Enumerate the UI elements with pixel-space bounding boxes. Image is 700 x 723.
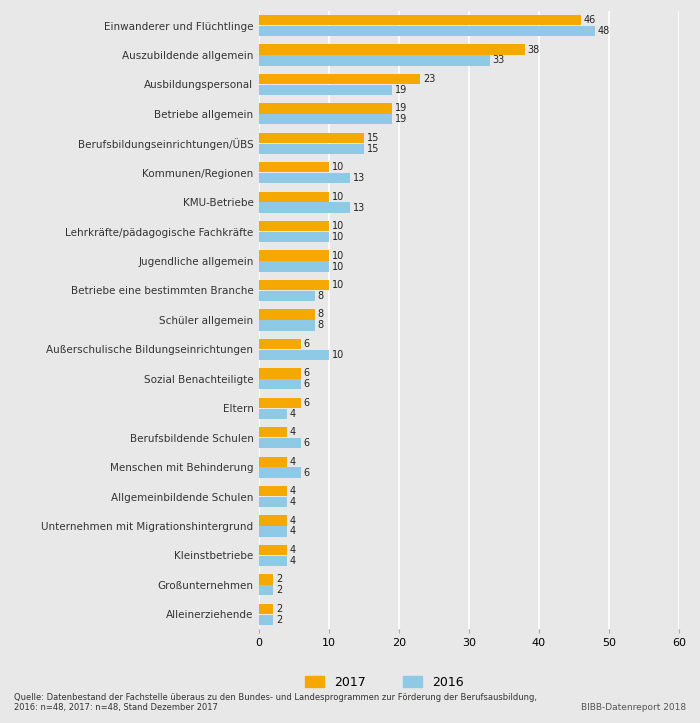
- Text: 6: 6: [304, 398, 310, 408]
- Bar: [259, 350, 329, 360]
- Bar: [259, 85, 392, 95]
- Bar: [259, 55, 490, 66]
- Text: 19: 19: [395, 114, 407, 124]
- Bar: [259, 467, 301, 478]
- Text: 46: 46: [584, 15, 596, 25]
- Bar: [259, 26, 595, 36]
- Bar: [259, 556, 287, 566]
- Text: 10: 10: [332, 162, 344, 172]
- Bar: [259, 15, 581, 25]
- Text: 10: 10: [332, 232, 344, 242]
- Text: 4: 4: [290, 457, 296, 466]
- Text: 4: 4: [290, 526, 296, 536]
- Bar: [259, 144, 364, 154]
- Bar: [259, 320, 315, 330]
- Bar: [259, 74, 420, 84]
- Text: 8: 8: [318, 320, 324, 330]
- Text: 15: 15: [367, 144, 379, 154]
- Text: 15: 15: [367, 133, 379, 143]
- Text: 19: 19: [395, 85, 407, 95]
- Text: 6: 6: [304, 438, 310, 448]
- Bar: [259, 192, 329, 202]
- Text: 6: 6: [304, 380, 310, 389]
- Bar: [259, 408, 287, 419]
- Bar: [259, 427, 287, 437]
- Text: 8: 8: [318, 309, 324, 320]
- Bar: [259, 309, 315, 320]
- Bar: [259, 133, 364, 143]
- Text: 10: 10: [332, 280, 344, 290]
- Text: 19: 19: [395, 103, 407, 114]
- Bar: [259, 574, 273, 585]
- Bar: [259, 103, 392, 114]
- Text: 10: 10: [332, 262, 344, 272]
- Bar: [259, 162, 329, 173]
- Text: 4: 4: [290, 556, 296, 566]
- Text: 10: 10: [332, 221, 344, 231]
- Bar: [259, 114, 392, 124]
- Bar: [259, 221, 329, 231]
- Text: 23: 23: [423, 74, 435, 84]
- Bar: [259, 515, 287, 526]
- Bar: [259, 232, 329, 242]
- Text: 10: 10: [332, 192, 344, 202]
- Bar: [259, 438, 301, 448]
- Text: BIBB-Datenreport 2018: BIBB-Datenreport 2018: [581, 703, 686, 712]
- Bar: [259, 44, 525, 55]
- Text: Quelle: Datenbestand der Fachstelle überaus zu den Bundes- und Landesprogrammen : Quelle: Datenbestand der Fachstelle über…: [14, 693, 537, 712]
- Bar: [259, 456, 287, 467]
- Bar: [259, 280, 329, 290]
- Text: 2: 2: [276, 604, 282, 614]
- Text: 10: 10: [332, 350, 344, 360]
- Bar: [259, 486, 287, 496]
- Text: 38: 38: [528, 45, 540, 54]
- Bar: [259, 497, 287, 507]
- Text: 4: 4: [290, 515, 296, 526]
- Text: 4: 4: [290, 545, 296, 555]
- Bar: [259, 173, 350, 184]
- Bar: [259, 339, 301, 349]
- Text: 6: 6: [304, 339, 310, 349]
- Bar: [259, 615, 273, 625]
- Bar: [259, 368, 301, 379]
- Text: 4: 4: [290, 408, 296, 419]
- Text: 2: 2: [276, 615, 282, 625]
- Bar: [259, 585, 273, 596]
- Text: 4: 4: [290, 427, 296, 437]
- Text: 6: 6: [304, 368, 310, 378]
- Text: 2: 2: [276, 574, 282, 584]
- Bar: [259, 604, 273, 614]
- Text: 13: 13: [353, 174, 365, 183]
- Bar: [259, 379, 301, 390]
- Legend: 2017, 2016: 2017, 2016: [299, 669, 470, 695]
- Text: 8: 8: [318, 291, 324, 301]
- Bar: [259, 545, 287, 555]
- Text: 13: 13: [353, 202, 365, 213]
- Text: 33: 33: [493, 56, 505, 66]
- Text: 4: 4: [290, 486, 296, 496]
- Text: 48: 48: [598, 26, 610, 36]
- Bar: [259, 261, 329, 272]
- Bar: [259, 398, 301, 408]
- Bar: [259, 202, 350, 213]
- Bar: [259, 291, 315, 301]
- Text: 4: 4: [290, 497, 296, 507]
- Text: 10: 10: [332, 251, 344, 260]
- Text: 6: 6: [304, 468, 310, 478]
- Text: 2: 2: [276, 586, 282, 595]
- Bar: [259, 526, 287, 536]
- Bar: [259, 250, 329, 261]
